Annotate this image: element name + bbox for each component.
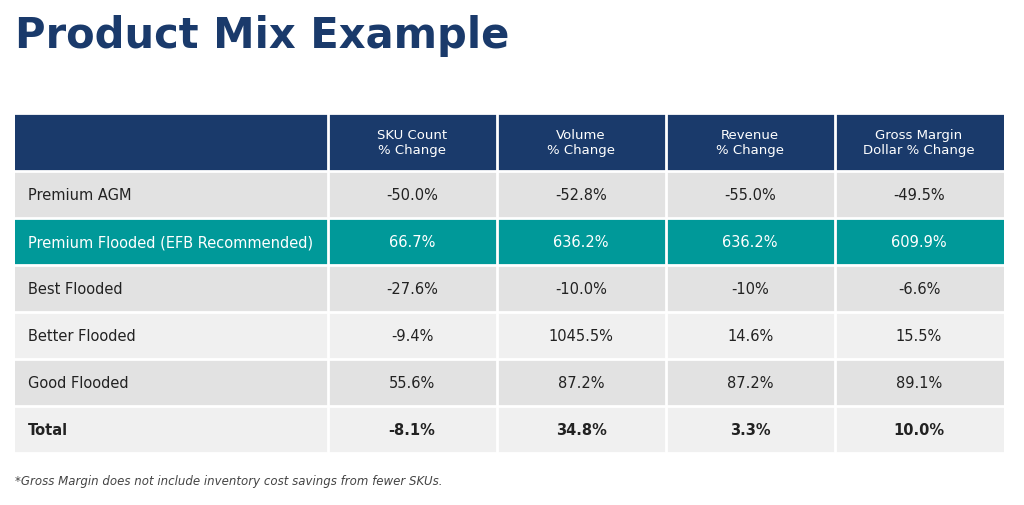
Text: Revenue
% Change: Revenue % Change bbox=[716, 129, 784, 157]
Text: 34.8%: 34.8% bbox=[556, 423, 606, 437]
Text: 55.6%: 55.6% bbox=[389, 376, 435, 390]
Text: -6.6%: -6.6% bbox=[898, 282, 940, 296]
Bar bbox=[15, 172, 1004, 219]
Bar bbox=[15, 266, 1004, 313]
Text: 87.2%: 87.2% bbox=[727, 376, 773, 390]
Text: 14.6%: 14.6% bbox=[727, 329, 773, 343]
Text: Good Flooded: Good Flooded bbox=[28, 376, 128, 390]
Text: Volume
% Change: Volume % Change bbox=[547, 129, 615, 157]
Text: 10.0%: 10.0% bbox=[894, 423, 944, 437]
Text: *Gross Margin does not include inventory cost savings from fewer SKUs.: *Gross Margin does not include inventory… bbox=[15, 474, 442, 487]
Bar bbox=[15, 313, 1004, 360]
Text: Gross Margin
Dollar % Change: Gross Margin Dollar % Change bbox=[863, 129, 975, 157]
Text: -52.8%: -52.8% bbox=[555, 188, 607, 203]
Text: SKU Count
% Change: SKU Count % Change bbox=[377, 129, 447, 157]
Text: -50.0%: -50.0% bbox=[386, 188, 438, 203]
Text: Product Mix Example: Product Mix Example bbox=[15, 15, 510, 57]
Text: -10%: -10% bbox=[731, 282, 769, 296]
Text: Best Flooded: Best Flooded bbox=[28, 282, 122, 296]
Text: -8.1%: -8.1% bbox=[389, 423, 435, 437]
Text: 636.2%: 636.2% bbox=[722, 235, 778, 249]
Bar bbox=[15, 360, 1004, 407]
Text: Premium Flooded (EFB Recommended): Premium Flooded (EFB Recommended) bbox=[28, 235, 312, 249]
Bar bbox=[15, 219, 1004, 266]
Text: -49.5%: -49.5% bbox=[893, 188, 945, 203]
Text: Better Flooded: Better Flooded bbox=[28, 329, 135, 343]
Text: 87.2%: 87.2% bbox=[558, 376, 604, 390]
Text: -10.0%: -10.0% bbox=[555, 282, 607, 296]
Text: 636.2%: 636.2% bbox=[553, 235, 609, 249]
Text: 66.7%: 66.7% bbox=[389, 235, 435, 249]
Text: 609.9%: 609.9% bbox=[891, 235, 947, 249]
Text: 15.5%: 15.5% bbox=[896, 329, 942, 343]
Bar bbox=[15, 114, 1004, 172]
Text: -55.0%: -55.0% bbox=[724, 188, 776, 203]
Text: Premium AGM: Premium AGM bbox=[28, 188, 131, 203]
Text: 1045.5%: 1045.5% bbox=[549, 329, 613, 343]
Text: Total: Total bbox=[28, 423, 68, 437]
Text: 89.1%: 89.1% bbox=[896, 376, 942, 390]
Text: -27.6%: -27.6% bbox=[386, 282, 438, 296]
Bar bbox=[15, 407, 1004, 453]
Text: 3.3%: 3.3% bbox=[730, 423, 770, 437]
Text: -9.4%: -9.4% bbox=[391, 329, 433, 343]
